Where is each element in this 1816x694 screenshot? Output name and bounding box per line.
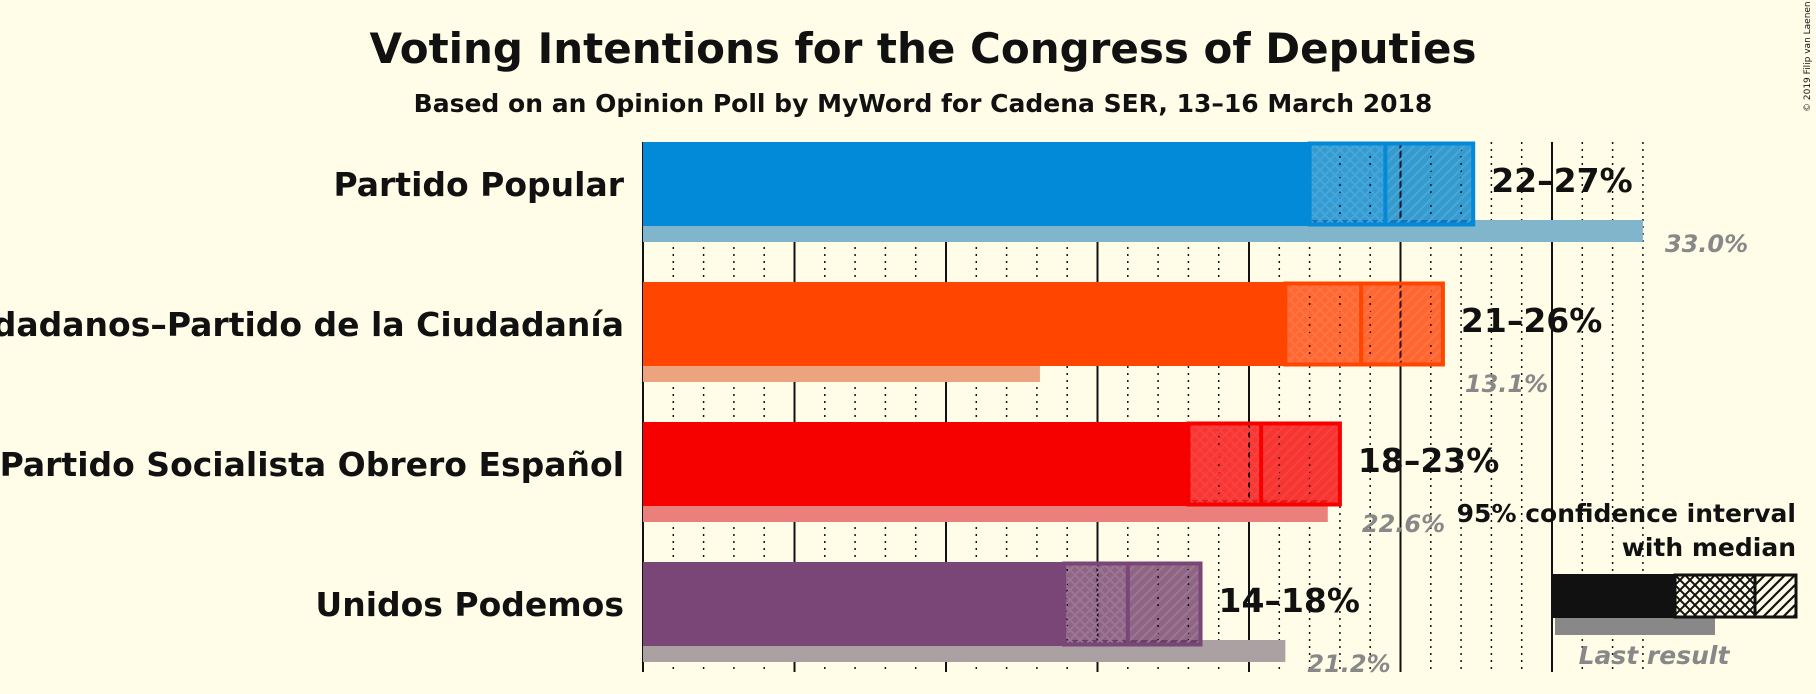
- legend-last-result-swatch: [1555, 618, 1715, 635]
- range-label: 18–23%: [1358, 441, 1499, 480]
- legend-median-label: with median: [1622, 533, 1796, 562]
- bar-ci-upper-tint: [1127, 562, 1201, 646]
- range-label: 22–27%: [1491, 161, 1632, 200]
- legend-cross-swatch: [1675, 576, 1755, 616]
- bar-ci-outline: [1186, 421, 1342, 507]
- legend-solid-swatch: [1553, 574, 1675, 618]
- bars: Partido Popular 22–27% 33.0% Ciudadanos–Par…: [0, 141, 1748, 678]
- legend-last-result-label: Last result: [1579, 641, 1731, 670]
- legend-diag-swatch: [1755, 576, 1795, 616]
- copyright-text: © 2019 Filip van Laenen: [1803, 1, 1813, 112]
- bar-solid: [643, 422, 1189, 506]
- legend-ci-label: 95% confidence interval: [1457, 499, 1796, 528]
- last-result-label: 22.6%: [1362, 510, 1445, 538]
- bar-ci-lower-tint: [1285, 282, 1362, 366]
- chart-subtitle: Based on an Opinion Poll by MyWord for C…: [414, 89, 1433, 118]
- legend-ci-outline: [1673, 573, 1798, 619]
- bar-ci-upper-tint: [1361, 282, 1443, 366]
- range-label: 21–26%: [1461, 301, 1602, 340]
- range-label: 14–18%: [1219, 581, 1360, 620]
- bar-group-1: Partido Popular 22–27% 33.0%: [333, 141, 1748, 258]
- party-label: Partido Socialista Obrero Español: [0, 445, 624, 484]
- bar-group-4: Unidos Podemos 14–18% 21.2%: [315, 561, 1391, 678]
- last-result-label: 13.1%: [1465, 370, 1548, 398]
- bar-group-3: Partido Socialista Obrero Español 18–23% 2…: [0, 421, 1499, 538]
- last-result-label: 21.2%: [1307, 650, 1390, 678]
- party-label: Unidos Podemos: [315, 585, 624, 624]
- bar-solid: [643, 282, 1286, 366]
- bar-group-2: Ciudadanos–Partido de la Ciudadanía 21–26…: [0, 281, 1602, 398]
- bar-ci-outline: [1307, 141, 1476, 227]
- party-label: Partido Popular: [333, 165, 624, 204]
- bar-ci-upper-tint: [1261, 422, 1340, 506]
- bar-solid: [643, 142, 1310, 226]
- chart-title: Voting Intentions for the Congress of De…: [370, 24, 1477, 73]
- bar-solid: [643, 562, 1065, 646]
- bar-ci-lower-tint: [1309, 142, 1386, 226]
- bar-ci-lower-tint: [1064, 562, 1128, 646]
- bar-ci-lower-tint: [1188, 422, 1262, 506]
- last-result-label: 33.0%: [1665, 230, 1748, 258]
- bar-ci-upper-tint: [1385, 142, 1474, 226]
- bar-ci-outline: [1283, 281, 1445, 367]
- bar-ci-outline: [1062, 561, 1203, 647]
- party-label: Ciudadanos–Partido de la Ciudadanía: [0, 305, 624, 344]
- legend: 95% confidence interval with median Last…: [1457, 499, 1798, 670]
